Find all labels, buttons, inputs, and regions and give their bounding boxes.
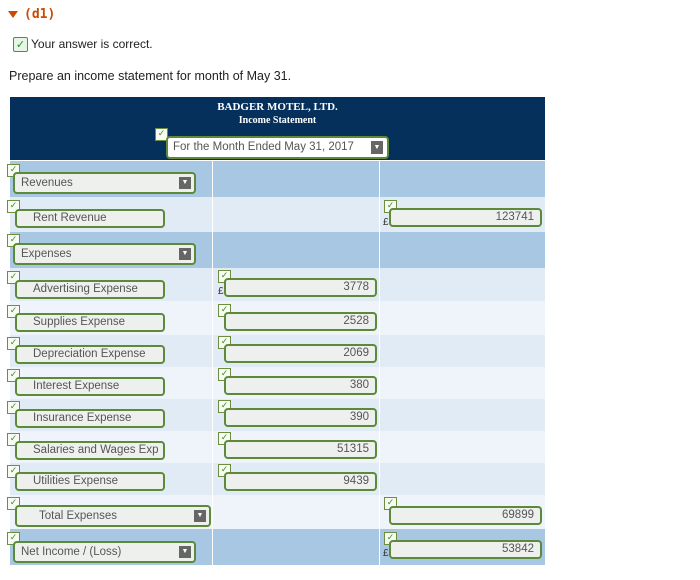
revenues-select[interactable]: Revenues ▼: [13, 172, 196, 194]
advertising-expense-field[interactable]: Advertising Expense: [15, 280, 165, 299]
chevron-down-icon[interactable]: ▼: [194, 510, 206, 522]
correct-check-icon: ✓: [13, 37, 28, 52]
column-divider: [379, 161, 380, 565]
utilities-expense-field[interactable]: Utilities Expense: [15, 472, 165, 491]
depreciation-expense-field[interactable]: Depreciation Expense: [15, 345, 165, 364]
utilities-expense-amount[interactable]: 9439: [224, 472, 377, 491]
status-message: Your answer is correct.: [31, 37, 153, 51]
total-expenses-amount[interactable]: 69899: [389, 506, 542, 525]
salaries-expense-amount[interactable]: 51315: [224, 440, 377, 459]
depreciation-expense-amount[interactable]: 2069: [224, 344, 377, 363]
company-name: BADGER MOTEL, LTD.: [217, 101, 338, 113]
interest-expense-field[interactable]: Interest Expense: [15, 377, 165, 396]
chevron-down-icon[interactable]: ▼: [179, 177, 191, 189]
statement-title: Income Statement: [238, 115, 317, 126]
currency-symbol: £: [383, 217, 389, 228]
rent-revenue-amount[interactable]: 123741: [389, 208, 542, 227]
check-icon: ✓: [155, 128, 168, 141]
part-label[interactable]: (d1): [8, 7, 55, 22]
insurance-expense-amount[interactable]: 390: [224, 408, 377, 427]
rent-revenue-field[interactable]: Rent Revenue: [15, 209, 165, 228]
currency-symbol: £: [383, 548, 389, 559]
insurance-expense-field[interactable]: Insurance Expense: [15, 409, 165, 428]
total-expenses-select[interactable]: Total Expenses ▼: [15, 505, 211, 527]
currency-symbol: £: [218, 286, 224, 297]
supplies-expense-field[interactable]: Supplies Expense: [15, 313, 165, 332]
supplies-expense-amount[interactable]: 2528: [224, 312, 377, 331]
expenses-select[interactable]: Expenses ▼: [13, 243, 196, 265]
chevron-down-icon[interactable]: ▼: [371, 141, 383, 154]
chevron-down-icon[interactable]: ▼: [179, 248, 191, 260]
period-select[interactable]: For the Month Ended May 31, 2017 ▼: [166, 136, 389, 159]
net-income-amount[interactable]: 53842: [389, 540, 542, 559]
salaries-expense-field[interactable]: Salaries and Wages Exp: [15, 441, 165, 460]
net-income-select[interactable]: Net Income / (Loss) ▼: [13, 541, 196, 563]
advertising-expense-amount[interactable]: 3778: [224, 278, 377, 297]
question-prompt: Prepare an income statement for month of…: [9, 69, 292, 83]
interest-expense-amount[interactable]: 380: [224, 376, 377, 395]
column-divider: [212, 161, 213, 565]
chevron-down-icon[interactable]: ▼: [179, 546, 191, 558]
collapse-triangle-icon[interactable]: [8, 11, 18, 18]
